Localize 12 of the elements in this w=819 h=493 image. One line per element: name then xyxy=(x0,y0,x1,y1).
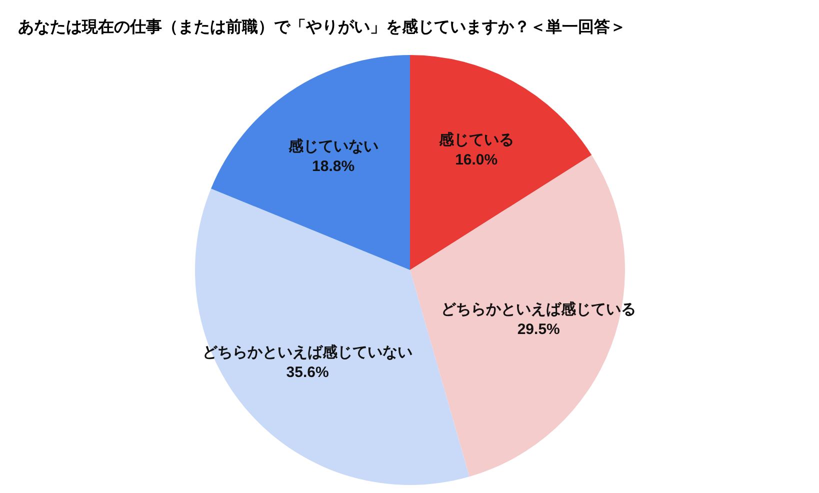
chart-title: あなたは現在の仕事（または前職）で「やりがい」を感じていますか？＜単一回答＞ xyxy=(18,18,626,36)
slice-label: 感じていない xyxy=(287,138,378,155)
data-label: 16.0% xyxy=(455,151,498,168)
data-label: 18.8% xyxy=(312,158,355,175)
pie-slice xyxy=(211,55,410,270)
slice-label: どちらかといえば感じている xyxy=(441,300,636,318)
slice-label: どちらかといえば感じていない xyxy=(202,344,413,361)
pie-slice xyxy=(410,55,592,270)
pie-slice xyxy=(195,188,470,485)
slice-label: 感じている xyxy=(438,131,514,148)
data-label: 29.5% xyxy=(517,320,560,338)
data-label: 35.6% xyxy=(286,364,329,381)
